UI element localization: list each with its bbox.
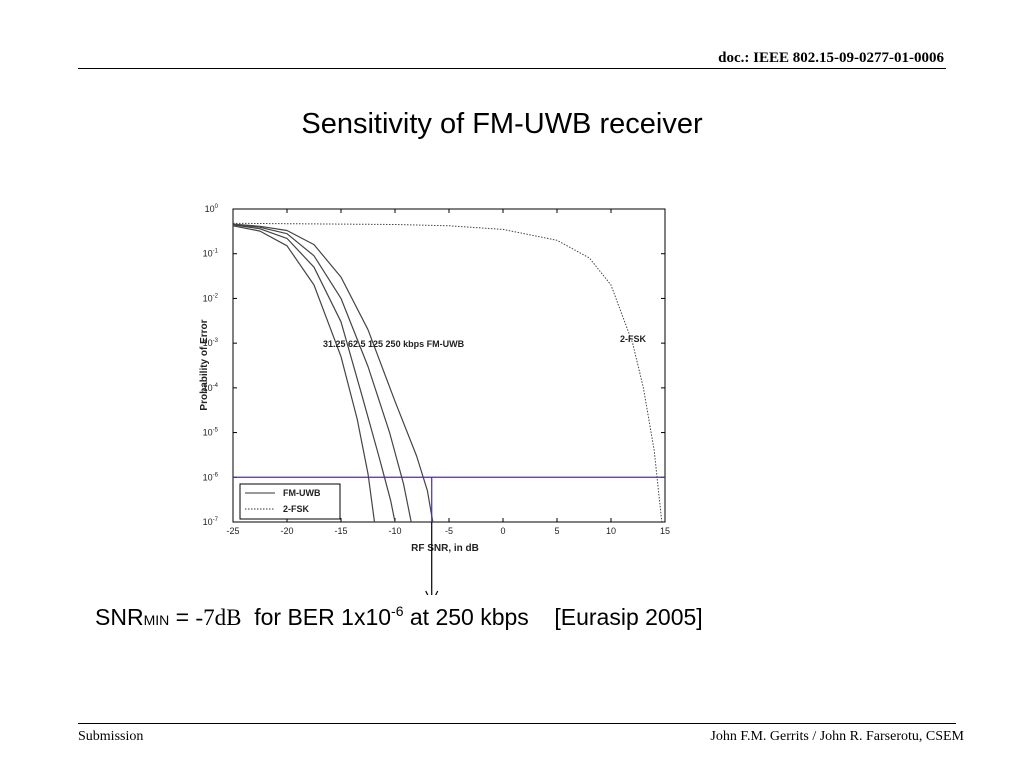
series-line-fm-uwb-1 [232,225,376,523]
x-tick-label: 10 [606,526,616,536]
footer-rule [78,723,956,724]
slide-title: Sensitivity of FM-UWB receiver [301,108,703,140]
y-axis-label: Probability of Error [199,319,210,410]
series-line-fm-uwb-3 [232,223,412,523]
x-axis-label: RF SNR, in dB [411,543,479,554]
plot-area [232,208,666,523]
x-tick-label: 5 [554,526,559,536]
x-tick-label: -15 [334,526,347,536]
annotation-2fsk: 2-FSK [620,334,647,344]
x-tick-label: 15 [660,526,670,536]
y-tick-label: 10-1 [203,249,219,259]
x-tick-label: -20 [280,526,293,536]
x-tick-label: -25 [226,526,239,536]
footer-authors: John F.M. Gerrits / John R. Farserotu, C… [710,729,964,744]
snr-subscript: MIN [143,612,170,628]
series-group [232,222,663,523]
y-tick-label: 10-5 [203,428,219,438]
legend-label-2fsk: 2-FSK [283,504,310,514]
series-line-2fsk [232,222,663,523]
ber-chart: -25 -20 -15 -10 -5 0 5 10 15 100 10-1 10-2 10-3 10-4… [199,204,670,595]
snr-equals: = [169,604,196,630]
x-tick-label: 0 [500,526,505,536]
header-rule [78,68,946,69]
series-line-fm-uwb-2 [232,224,396,523]
snr-ber-exponent: -6 [391,603,404,619]
y-tick-label: 10-6 [203,472,219,482]
series-line-fm-uwb-4 [232,223,434,523]
doc-id-header: doc.: IEEE 802.15-09-0277-01-0006 [718,50,944,66]
reference-lines [233,476,665,522]
y-tick-label: 10-3 [203,338,219,348]
x-tick-group: -25 -20 -15 -10 -5 0 5 10 15 [226,209,670,536]
x-tick-label: -10 [388,526,401,536]
pointer-arrow [425,522,439,595]
y-tick-label: 100 [205,204,219,214]
y-tick-label: 10-4 [203,383,219,393]
y-tick-label: 10-7 [203,517,219,527]
snr-ber-text: for BER 1x10 [241,604,392,630]
snr-rate-citation: at 250 kbps [Eurasip 2005] [403,604,703,630]
legend: FM-UWB 2-FSK [239,483,341,520]
y-tick-label: 10-2 [203,293,219,303]
snr-value: -7dB [195,605,242,630]
snr-statement: SNRMIN = -7dB for BER 1x10-6 at 250 kbps… [95,604,703,631]
x-tick-label: -5 [445,526,453,536]
legend-box [239,483,341,520]
annotation-rates: 31.25 62.5 125 250 kbps FM-UWB [323,339,465,349]
legend-label-fm-uwb: FM-UWB [283,488,321,498]
snr-label: SNR [95,604,144,630]
footer-submission: Submission [78,729,144,744]
